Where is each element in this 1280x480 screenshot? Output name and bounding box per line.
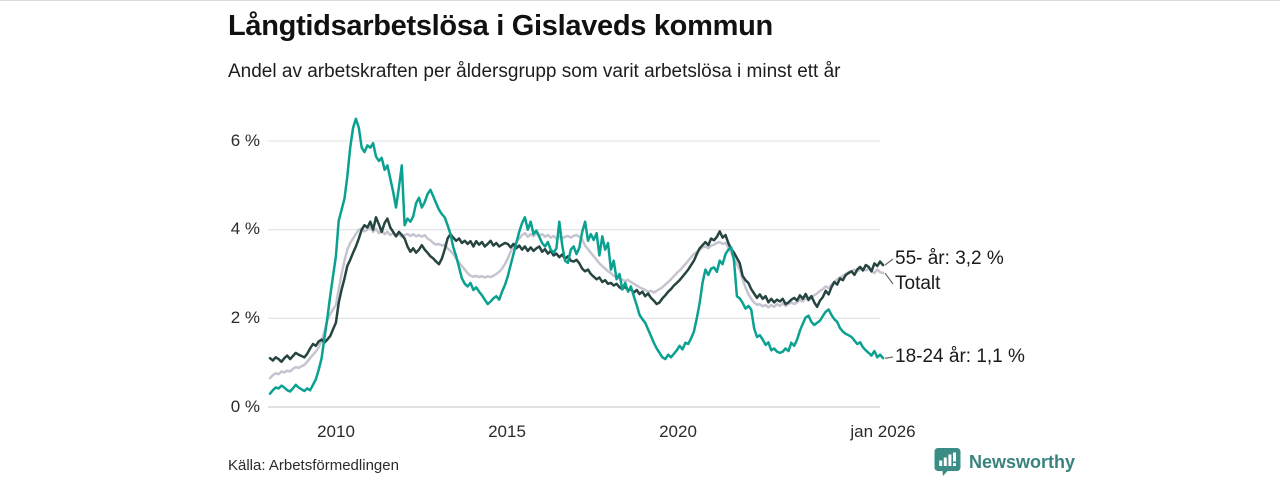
- annotation-connector: [884, 258, 894, 266]
- speech-bubble-bar-chart-icon: [934, 448, 961, 476]
- brand-name: Newsworthy: [969, 451, 1076, 472]
- source-note: Källa: Arbetsförmedlingen: [228, 457, 399, 474]
- newsworthy-logo[interactable]: Newsworthy: [934, 447, 1075, 477]
- y-tick-0: 0 %: [230, 397, 260, 416]
- x-tick-2020: 2020: [659, 422, 697, 441]
- annotation-connector: [884, 272, 894, 285]
- top-border: [0, 0, 1280, 1]
- annotation-18-24: 18-24 år: 1,1 %: [895, 346, 1025, 367]
- page-subtitle: Andel av arbetskraften per åldersgrupp s…: [228, 61, 841, 82]
- x-tick-2015: 2015: [488, 422, 526, 441]
- x-tick-jan-2026: jan 2026: [850, 422, 916, 441]
- x-tick-2010: 2010: [317, 422, 355, 441]
- y-tick-6: 6 %: [230, 131, 260, 150]
- annotation-connector: [884, 356, 894, 359]
- series-line-55-r: [268, 216, 885, 364]
- y-tick-4: 4 %: [230, 219, 260, 238]
- page-title: Långtidsarbetslösa i Gislaveds kommun: [228, 10, 773, 42]
- series-line-18-24-r: [268, 117, 885, 395]
- annotation-total: Totalt: [895, 273, 941, 294]
- series-line-totalt: [268, 226, 885, 380]
- y-tick-2: 2 %: [230, 308, 260, 327]
- annotation-55-plus: 55- år: 3,2 %: [895, 248, 1004, 269]
